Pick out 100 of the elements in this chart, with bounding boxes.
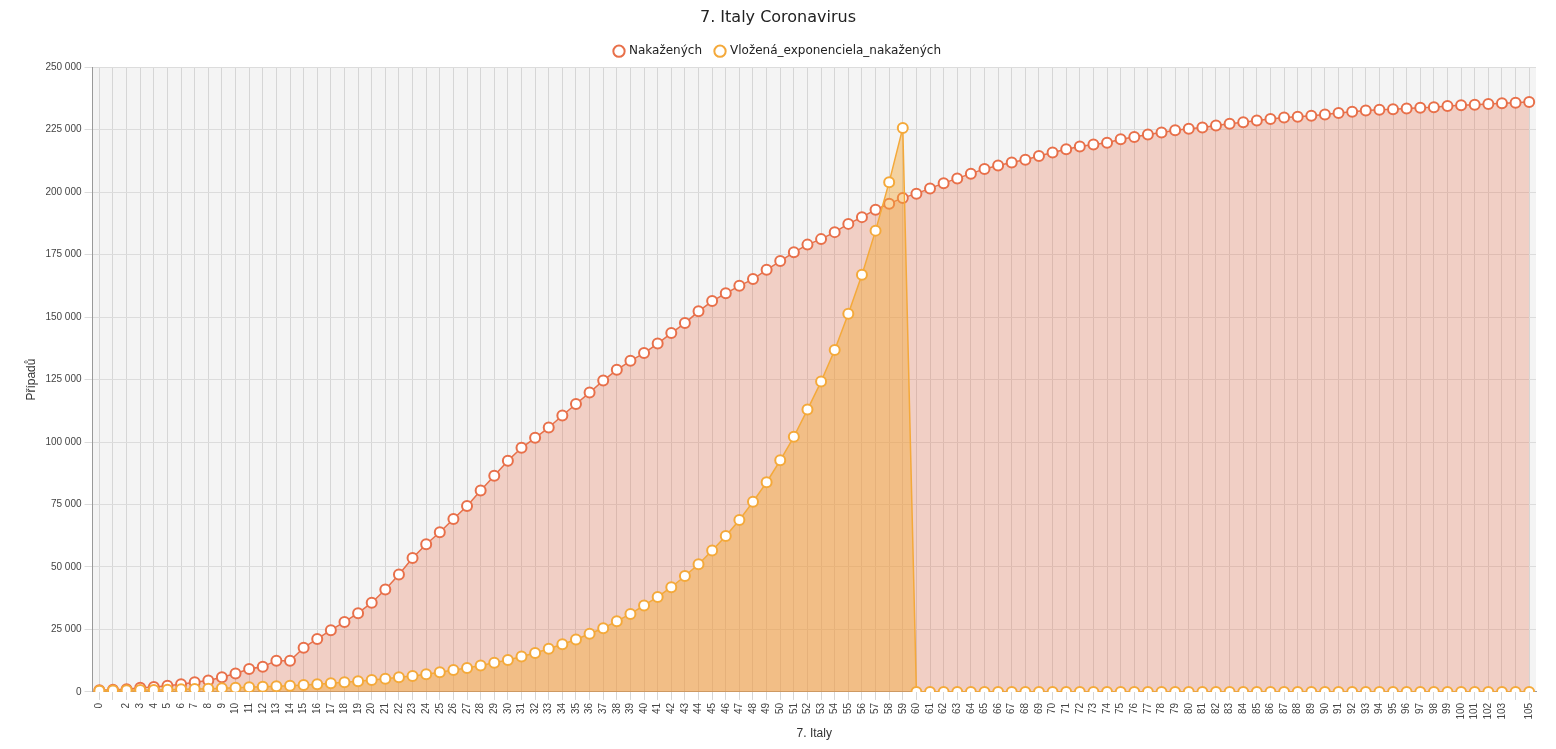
x-tick-label: 28 bbox=[474, 702, 486, 715]
x-tick-label: 24 bbox=[419, 702, 431, 715]
x-tick-label: 58 bbox=[882, 702, 894, 715]
x-tick-label: 89 bbox=[1305, 702, 1317, 715]
x-tick-label: 18 bbox=[338, 702, 350, 715]
legend-label: Nakažených bbox=[629, 43, 703, 58]
x-tick-label: 83 bbox=[1223, 702, 1235, 715]
x-tick-label: 41 bbox=[651, 702, 663, 715]
x-tick-label: 38 bbox=[610, 702, 622, 715]
legend-label: Vložená_exponenciela_nakažených bbox=[730, 43, 942, 58]
x-tick-label: 85 bbox=[1250, 702, 1262, 715]
x-tick-label: 36 bbox=[583, 702, 595, 715]
x-tick-label: 103 bbox=[1495, 702, 1507, 720]
x-tick-label: 27 bbox=[460, 702, 472, 715]
x-tick-label: 50 bbox=[773, 702, 785, 715]
x-tick-label: 59 bbox=[896, 702, 908, 715]
x-tick-label: 7 bbox=[188, 702, 200, 709]
x-tick-label: 0 bbox=[93, 702, 105, 709]
x-tick-label: 95 bbox=[1386, 702, 1398, 715]
y-tick-label: 0 bbox=[75, 685, 82, 697]
x-tick-label: 13 bbox=[270, 702, 282, 715]
y-tick-label: 150 000 bbox=[45, 310, 82, 322]
x-tick-label: 99 bbox=[1441, 702, 1453, 715]
x-tick-label: 35 bbox=[569, 702, 581, 715]
y-tick-label: 175 000 bbox=[45, 248, 82, 260]
chart-title: 7. Italy Coronavirus bbox=[699, 6, 857, 26]
x-tick-label: 68 bbox=[1019, 702, 1031, 715]
x-tick-label: 5 bbox=[161, 702, 173, 709]
x-tick-label: 20 bbox=[365, 702, 377, 715]
x-tick-label: 14 bbox=[283, 702, 295, 715]
x-tick-label: 73 bbox=[1087, 702, 1099, 715]
x-tick-label: 67 bbox=[1005, 702, 1017, 715]
x-tick-label: 105 bbox=[1522, 702, 1534, 720]
x-tick-label: 4 bbox=[147, 702, 159, 709]
x-tick-label: 81 bbox=[1196, 702, 1208, 715]
x-tick-label: 26 bbox=[447, 702, 459, 715]
x-tick-label: 60 bbox=[910, 702, 922, 715]
x-tick-label: 74 bbox=[1100, 702, 1112, 715]
y-tick-label: 225 000 bbox=[45, 123, 82, 135]
x-tick-label: 75 bbox=[1114, 702, 1126, 715]
x-tick-label: 84 bbox=[1236, 702, 1248, 715]
x-tick-label: 86 bbox=[1264, 702, 1276, 715]
x-tick-label: 21 bbox=[379, 702, 391, 715]
x-tick-label: 80 bbox=[1182, 702, 1194, 715]
x-tick-label: 34 bbox=[556, 702, 568, 715]
x-tick-label: 46 bbox=[719, 702, 731, 715]
y-tick-label: 125 000 bbox=[45, 373, 82, 385]
x-tick-label: 40 bbox=[637, 702, 649, 715]
x-tick-label: 42 bbox=[665, 702, 677, 715]
x-tick-label: 48 bbox=[746, 702, 758, 715]
y-tick-label: 200 000 bbox=[45, 185, 82, 197]
x-tick-label: 47 bbox=[733, 702, 745, 715]
x-tick-label: 92 bbox=[1345, 702, 1357, 715]
x-tick-label: 91 bbox=[1332, 702, 1344, 715]
x-axis-title: 7. Italy bbox=[796, 726, 832, 741]
x-tick-label: 66 bbox=[991, 702, 1003, 715]
x-tick-label: 63 bbox=[951, 702, 963, 715]
x-tick-label: 23 bbox=[406, 702, 418, 715]
x-tick-label: 53 bbox=[814, 702, 826, 715]
x-tick-label: 101 bbox=[1468, 702, 1480, 720]
y-tick-label: 50 000 bbox=[50, 560, 82, 572]
x-tick-label: 43 bbox=[678, 702, 690, 715]
x-tick-label: 98 bbox=[1427, 702, 1439, 715]
x-tick-label: 17 bbox=[324, 702, 336, 715]
x-tick-label: 52 bbox=[801, 702, 813, 715]
x-tick-label: 77 bbox=[1141, 702, 1153, 715]
x-tick-label: 102 bbox=[1482, 702, 1494, 720]
x-tick-label: 31 bbox=[515, 702, 527, 715]
y-tick-label: 100 000 bbox=[45, 435, 82, 447]
x-tick-label: 3 bbox=[133, 702, 145, 709]
x-tick-label: 6 bbox=[174, 702, 186, 709]
x-tick-label: 82 bbox=[1209, 702, 1221, 715]
x-tick-label: 16 bbox=[310, 702, 322, 715]
x-tick-label: 29 bbox=[488, 702, 500, 715]
y-tick-label: 250 000 bbox=[45, 60, 82, 72]
x-tick-label: 100 bbox=[1454, 702, 1466, 720]
x-tick-label: 44 bbox=[692, 702, 704, 715]
x-tick-label: 97 bbox=[1414, 702, 1425, 715]
x-tick-label: 61 bbox=[923, 702, 935, 715]
x-tick-label: 11 bbox=[242, 702, 254, 714]
x-tick-label: 25 bbox=[433, 702, 445, 715]
x-tick-label: 94 bbox=[1373, 702, 1385, 715]
x-tick-label: 96 bbox=[1400, 702, 1412, 715]
x-tick-label: 19 bbox=[351, 702, 363, 715]
x-tick-label: 65 bbox=[978, 702, 990, 715]
y-tick-label: 75 000 bbox=[50, 498, 82, 510]
x-tick-label: 54 bbox=[828, 702, 840, 715]
x-tick-label: 8 bbox=[202, 702, 214, 709]
x-tick-label: 22 bbox=[392, 702, 404, 715]
x-tick-label: 15 bbox=[297, 702, 309, 715]
x-tick-label: 33 bbox=[542, 702, 554, 715]
x-tick-label: 30 bbox=[501, 702, 513, 715]
x-tick-label: 55 bbox=[842, 702, 854, 715]
x-tick-label: 72 bbox=[1073, 702, 1085, 715]
y-axis-title: Případů bbox=[23, 358, 38, 401]
x-tick-label: 2 bbox=[120, 702, 132, 709]
x-tick-label: 57 bbox=[869, 702, 881, 715]
x-tick-label: 90 bbox=[1318, 702, 1330, 715]
x-tick-label: 88 bbox=[1291, 702, 1303, 715]
x-tick-label: 49 bbox=[760, 702, 772, 715]
